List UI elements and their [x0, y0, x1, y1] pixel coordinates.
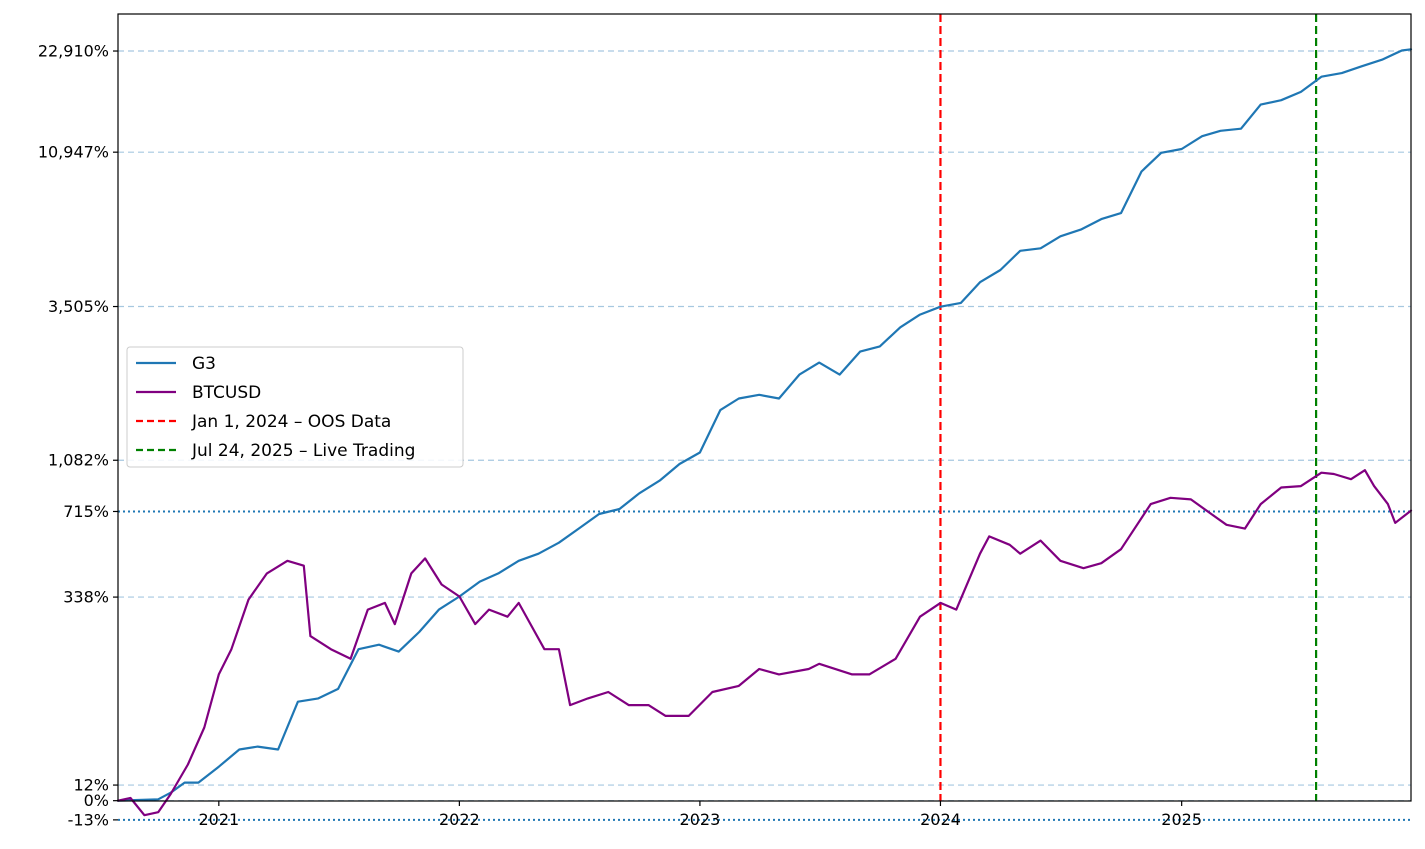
legend-box	[126, 346, 464, 468]
legend-label: Jan 1, 2024 – OOS Data	[191, 412, 391, 432]
axes: 22,910% 10,947% 3,505% 1,082% 715% 338% 12%0%-…	[38, 13, 1412, 829]
y-tick-label: 0%	[84, 791, 109, 810]
y-tick-label: 1,082%	[48, 451, 109, 470]
y-tick-label: 3,505%	[48, 297, 109, 316]
series-line-btcusd	[116, 469, 1413, 817]
series-line-g3	[116, 48, 1413, 802]
y-tick-label: 10,947%	[38, 143, 109, 162]
vertical-event-lines	[939, 14, 1318, 801]
y-tick-label: 22,910%	[38, 42, 109, 61]
legend-label: Jul 24, 2025 – Live Trading	[191, 441, 415, 461]
y-tick-label: 338%	[63, 588, 109, 607]
x-tick-label: 2021	[198, 810, 239, 829]
legend-label: G3	[192, 354, 216, 374]
plot-frame	[117, 13, 1412, 802]
y-tick-label: 715%	[63, 502, 109, 521]
x-tick-label: 2025	[1161, 810, 1202, 829]
y-tick-label: 12%	[73, 776, 109, 795]
legend-label: BTCUSD	[192, 383, 261, 403]
legend: G3 BTCUSD Jan 1, 2024 – OOS Data Jul 24, 20…	[126, 346, 464, 468]
x-tick-label: 2023	[680, 810, 721, 829]
x-tick-label: 2022	[439, 810, 480, 829]
series-lines	[116, 48, 1413, 817]
y-tick-label: -13%	[68, 810, 109, 829]
x-tick-label: 2024	[920, 810, 961, 829]
